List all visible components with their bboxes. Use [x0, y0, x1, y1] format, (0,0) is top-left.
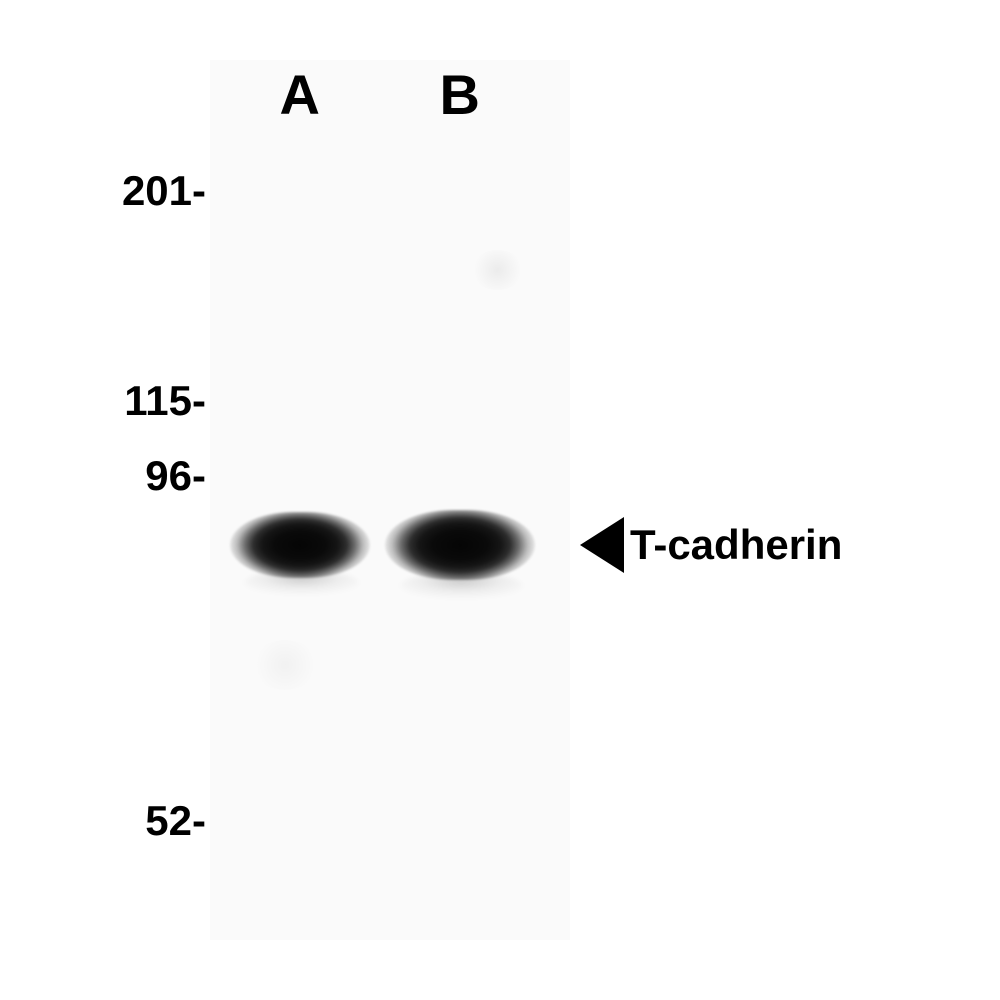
western-blot-figure: A B 201- 115- 96- 52- T-cadherin	[0, 0, 1000, 1000]
lane-label-a: A	[260, 62, 340, 127]
film-grain	[250, 640, 320, 690]
blot-strip	[210, 60, 570, 940]
marker-52: 52-	[0, 797, 206, 845]
marker-201: 201-	[0, 167, 206, 215]
lane-label-b: B	[420, 62, 500, 127]
band-lane-a	[230, 512, 370, 578]
marker-115: 115-	[0, 377, 206, 425]
film-grain	[470, 250, 525, 290]
target-label: T-cadherin	[630, 521, 842, 569]
marker-96: 96-	[0, 452, 206, 500]
band-lane-b	[385, 510, 535, 580]
target-annotation: T-cadherin	[580, 517, 842, 573]
arrow-left-icon	[580, 517, 624, 573]
